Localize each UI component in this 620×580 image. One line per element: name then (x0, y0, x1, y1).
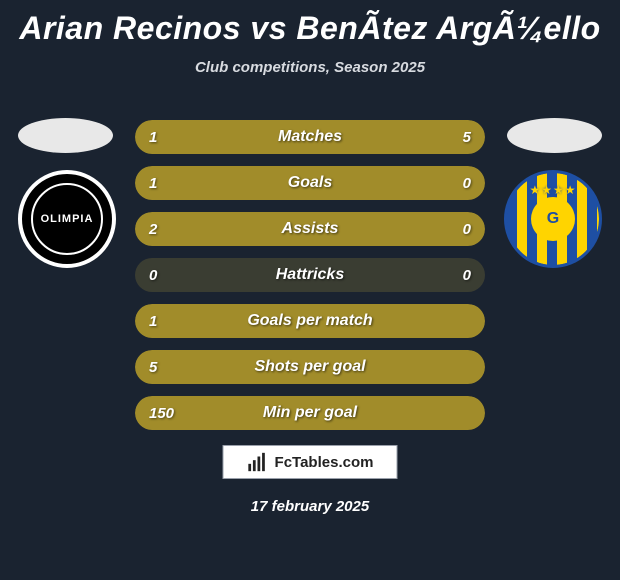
snapshot-date: 17 february 2025 (0, 498, 620, 515)
team-right-logo: ★★★★ G (504, 170, 602, 268)
team-right-logo-glyph: G (531, 197, 575, 241)
stat-label: Goals (135, 174, 485, 192)
stat-label: Goals per match (135, 312, 485, 330)
stat-row: 1Goals per match (135, 304, 485, 338)
stat-label: Matches (135, 128, 485, 146)
stat-label: Assists (135, 220, 485, 238)
stat-row: 20Assists (135, 212, 485, 246)
stat-row: 00Hattricks (135, 258, 485, 292)
stat-row: 10Goals (135, 166, 485, 200)
stat-label: Shots per goal (135, 358, 485, 376)
brand-text: FcTables.com (275, 454, 374, 471)
stats-list: 15Matches 10Goals 20Assists 00Hattricks 1Goa… (135, 120, 485, 442)
stat-row: 150Min per goal (135, 396, 485, 430)
team-left-logo: OLIMPIA (18, 170, 116, 268)
flag-right (507, 118, 602, 153)
comparison-title: Arian Recinos vs BenÃ­tez ArgÃ¼ello (0, 0, 620, 47)
team-left-logo-text: OLIMPIA (31, 183, 103, 255)
stat-label: Hattricks (135, 266, 485, 284)
season-subtitle: Club competitions, Season 2025 (0, 59, 620, 76)
stat-row: 15Matches (135, 120, 485, 154)
flag-left (18, 118, 113, 153)
chart-icon (247, 451, 269, 473)
stat-label: Min per goal (135, 404, 485, 422)
brand-badge: FcTables.com (223, 445, 398, 479)
stat-row: 5Shots per goal (135, 350, 485, 384)
team-right-stars: ★★★★ (507, 183, 599, 197)
